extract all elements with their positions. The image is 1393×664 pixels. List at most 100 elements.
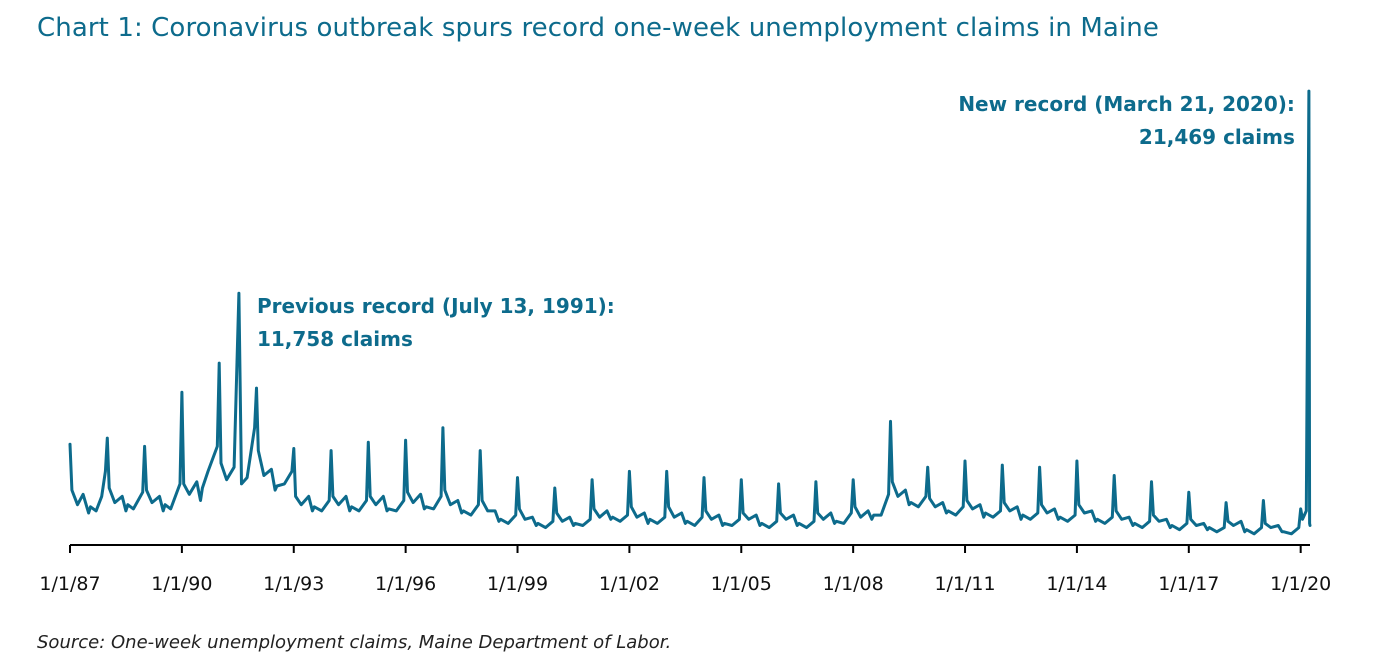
data-point	[457, 499, 459, 502]
data-point	[1053, 508, 1056, 510]
data-point	[104, 470, 106, 472]
x-tick-label: 1/1/08	[823, 573, 884, 595]
data-point	[1037, 512, 1039, 514]
data-point	[132, 508, 134, 510]
data-point	[1169, 527, 1171, 529]
data-point	[833, 522, 836, 525]
data-point	[358, 510, 360, 512]
data-point	[537, 522, 539, 525]
data-point	[255, 387, 258, 389]
data-point	[507, 522, 509, 525]
data-point	[778, 483, 780, 485]
data-point	[942, 502, 944, 504]
data-point	[1121, 518, 1123, 520]
data-point	[673, 516, 675, 518]
data-point	[403, 499, 405, 502]
data-point	[964, 460, 966, 462]
data-point	[170, 508, 172, 510]
data-point	[1298, 527, 1300, 529]
data-point	[477, 504, 479, 506]
data-point	[619, 520, 621, 522]
data-point	[589, 518, 591, 520]
data-point	[1059, 516, 1061, 518]
data-point	[88, 512, 90, 514]
data-point	[681, 512, 683, 514]
data-point	[873, 514, 875, 516]
data-point	[283, 483, 285, 485]
data-point	[233, 466, 235, 468]
data-point	[723, 522, 726, 525]
x-tick-label: 1/1/11	[934, 573, 995, 595]
data-point	[69, 443, 71, 445]
data-point	[1186, 522, 1188, 525]
source-note: Source: One-week unemployment claims, Ma…	[37, 632, 672, 653]
data-point	[984, 512, 987, 514]
data-point	[1262, 499, 1264, 502]
data-point	[643, 512, 645, 514]
data-point	[556, 512, 558, 514]
data-point	[276, 485, 278, 487]
data-point	[95, 510, 97, 512]
data-point	[742, 512, 744, 514]
data-point	[569, 516, 571, 518]
x-tick-label: 1/1/90	[151, 573, 212, 595]
data-point	[199, 499, 202, 502]
data-point	[481, 499, 483, 502]
data-point	[330, 450, 332, 452]
data-point	[444, 489, 446, 491]
data-point	[701, 516, 703, 518]
data-point	[524, 518, 526, 520]
data-point	[494, 510, 496, 512]
data-point	[1260, 527, 1263, 529]
data-point	[1203, 522, 1205, 525]
data-point	[759, 524, 761, 527]
data-point	[1308, 90, 1310, 92]
data-point	[369, 495, 371, 497]
data-point	[462, 510, 464, 512]
data-point	[328, 499, 330, 502]
data-point	[1128, 516, 1130, 518]
data-point	[1225, 502, 1227, 504]
data-point	[196, 481, 198, 483]
data-point	[188, 493, 190, 495]
data-point	[321, 510, 323, 512]
data-point	[738, 518, 741, 520]
data-point	[544, 527, 547, 529]
data-point	[535, 524, 537, 527]
data-point	[1111, 516, 1113, 518]
data-point	[1141, 527, 1143, 529]
data-point	[796, 524, 798, 527]
data-point	[776, 520, 778, 522]
data-point	[1309, 524, 1311, 527]
data-point	[647, 522, 649, 525]
data-point	[731, 524, 733, 527]
data-point	[1078, 504, 1080, 506]
data-point	[871, 518, 873, 520]
data-point	[351, 506, 353, 508]
data-point	[295, 495, 297, 497]
data-point	[979, 504, 981, 506]
data-point	[686, 520, 688, 522]
data-point	[917, 506, 920, 508]
data-point	[591, 479, 593, 481]
data-point	[1067, 520, 1069, 522]
data-point	[1091, 510, 1093, 512]
data-point	[610, 518, 612, 520]
x-tick-label: 1/1/93	[263, 573, 324, 595]
x-tick-label: 1/1/14	[1046, 573, 1107, 595]
x-tick-label: 1/1/99	[487, 573, 548, 595]
data-point	[1022, 514, 1024, 516]
data-point	[656, 522, 659, 525]
data-point	[1309, 522, 1311, 525]
data-point	[962, 506, 964, 508]
data-point	[145, 489, 148, 491]
data-point	[934, 506, 936, 508]
data-point	[1020, 518, 1022, 520]
data-point	[867, 510, 869, 512]
x-tick-label: 1/1/05	[711, 573, 772, 595]
data-point	[904, 489, 907, 491]
data-point	[311, 510, 313, 512]
data-point	[929, 497, 931, 499]
data-point	[151, 502, 153, 504]
data-point	[179, 483, 181, 485]
